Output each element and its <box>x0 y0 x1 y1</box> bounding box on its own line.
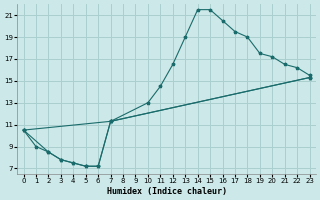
X-axis label: Humidex (Indice chaleur): Humidex (Indice chaleur) <box>107 187 227 196</box>
